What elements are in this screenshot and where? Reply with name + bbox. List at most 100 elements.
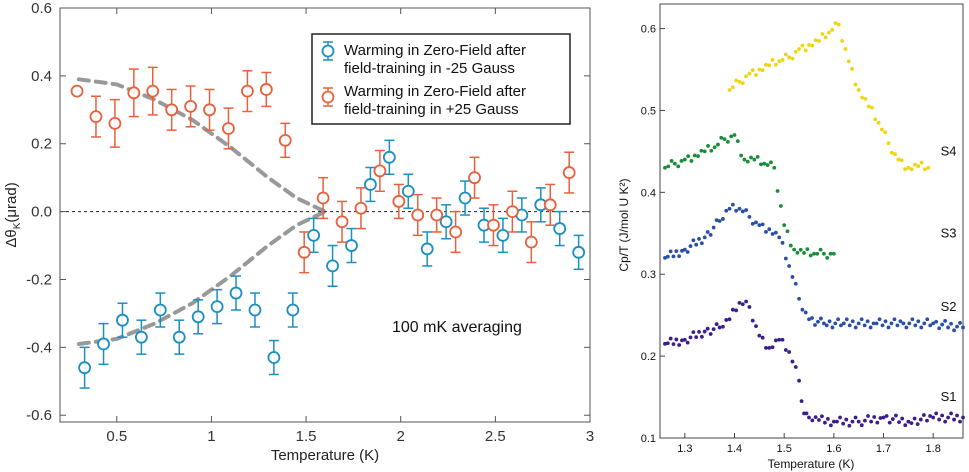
data-point-orange xyxy=(468,171,481,185)
data-point-s2 xyxy=(850,319,855,324)
data-point-s4 xyxy=(906,165,911,170)
data-point-s3 xyxy=(745,159,750,164)
data-point-s2 xyxy=(757,223,762,227)
data-point-s1 xyxy=(770,345,775,350)
data-point-s1 xyxy=(817,418,821,422)
guide-curve-lower xyxy=(76,209,327,346)
data-point-blue xyxy=(191,310,205,324)
data-point-s1 xyxy=(918,417,923,422)
data-point-s1 xyxy=(906,419,911,424)
data-point-s1 xyxy=(754,324,758,328)
data-point-s3 xyxy=(812,251,816,256)
data-point-s2 xyxy=(721,217,725,221)
data-point-s2 xyxy=(665,254,670,259)
data-point-s1 xyxy=(790,359,795,364)
data-point-s2 xyxy=(824,323,829,328)
data-point-orange xyxy=(505,205,519,219)
data-point-s2 xyxy=(844,317,849,322)
data-point-s2 xyxy=(685,250,690,254)
data-point-s3 xyxy=(699,148,704,153)
data-point-s4 xyxy=(843,47,848,51)
data-point-s4 xyxy=(860,95,864,100)
data-point-s1 xyxy=(724,318,729,322)
data-point-s1 xyxy=(714,322,719,327)
data-point-s4 xyxy=(740,81,745,86)
right-y-tick-label: 0.2 xyxy=(641,351,656,363)
data-point-s2 xyxy=(913,323,918,328)
data-point-s3 xyxy=(769,160,773,165)
data-point-s4 xyxy=(863,96,868,101)
data-point-s1 xyxy=(663,341,667,346)
right-plot-frame xyxy=(659,3,964,439)
data-point-orange xyxy=(278,133,292,147)
data-point-blue xyxy=(153,303,167,317)
data-point-s3 xyxy=(702,149,707,154)
left-y-tick-label: 0.0 xyxy=(31,204,52,221)
data-point-s1 xyxy=(699,334,704,339)
data-point-s4 xyxy=(817,38,821,43)
data-point-s3 xyxy=(689,159,694,163)
data-point-blue xyxy=(248,303,262,317)
data-point-s2 xyxy=(859,317,864,322)
data-point-s1 xyxy=(894,413,898,418)
data-point-s1 xyxy=(783,348,788,352)
legend-entry-minus25: Warming in Zero-Field after field-traini… xyxy=(321,41,526,77)
data-point-s4 xyxy=(790,56,795,61)
data-point-s2 xyxy=(717,219,722,223)
legend-label-orange-line2: field-training in +25 Gauss xyxy=(344,101,519,118)
data-point-s2 xyxy=(774,230,778,235)
data-point-s2 xyxy=(892,317,897,322)
data-point-s1 xyxy=(721,324,725,329)
data-point-s2 xyxy=(714,218,719,223)
data-point-s2 xyxy=(871,321,876,326)
data-point-s4 xyxy=(893,152,898,157)
data-point-s1 xyxy=(804,411,809,416)
data-point-s1 xyxy=(937,417,942,422)
y-label-main: Δθ xyxy=(3,229,20,247)
data-point-s2 xyxy=(934,319,939,324)
data-point-s2 xyxy=(787,264,792,268)
data-point-s1 xyxy=(887,420,892,425)
data-point-s3 xyxy=(815,251,820,256)
guide-curve-upper xyxy=(76,77,327,214)
data-point-s2 xyxy=(922,321,927,326)
data-point-s1 xyxy=(668,336,673,341)
legend-marker-orange xyxy=(321,90,335,104)
data-point-s2 xyxy=(958,321,962,325)
data-point-s2 xyxy=(705,230,710,234)
right-x-tick-label: 1.6 xyxy=(826,443,841,455)
data-point-orange xyxy=(203,103,216,117)
data-point-s3 xyxy=(725,139,730,144)
data-point-s2 xyxy=(740,209,745,214)
data-point-s1 xyxy=(787,350,792,354)
data-point-s4 xyxy=(840,38,845,43)
data-point-orange xyxy=(146,84,160,98)
data-point-s2 xyxy=(827,319,832,324)
left-plot-frame xyxy=(59,7,591,423)
left-x-tick-label: 2 xyxy=(397,428,405,445)
data-point-s3 xyxy=(752,157,757,162)
data-point-s3 xyxy=(686,154,691,159)
data-point-orange xyxy=(70,84,84,98)
data-point-s4 xyxy=(883,130,888,135)
data-point-s1 xyxy=(825,417,830,421)
data-point-s3 xyxy=(682,157,687,162)
data-point-orange xyxy=(392,195,406,208)
data-point-s2 xyxy=(702,235,707,240)
data-point-s4 xyxy=(826,30,831,35)
data-point-s3 xyxy=(673,161,677,166)
data-point-s1 xyxy=(943,419,948,424)
data-point-blue xyxy=(267,351,281,364)
data-point-s1 xyxy=(691,330,696,335)
data-point-s1 xyxy=(760,335,765,340)
data-point-s3 xyxy=(692,153,697,158)
data-point-s2 xyxy=(790,275,795,279)
data-point-s2 xyxy=(777,235,782,240)
data-point-s1 xyxy=(875,420,880,425)
data-point-s1 xyxy=(688,335,693,340)
data-point-s1 xyxy=(925,418,929,423)
data-point-blue xyxy=(458,191,472,205)
data-point-s3 xyxy=(822,251,826,256)
data-point-s2 xyxy=(800,307,805,312)
